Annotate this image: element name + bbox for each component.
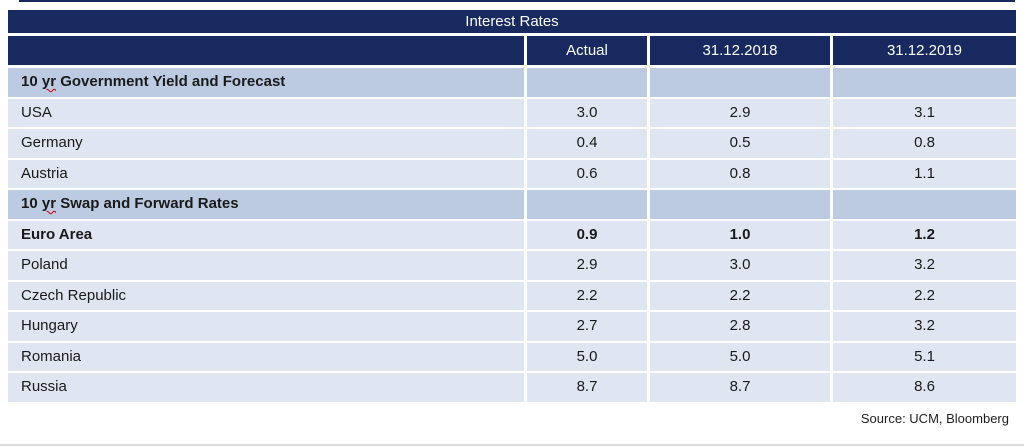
value-cell xyxy=(833,190,1016,219)
value-cell: 8.7 xyxy=(527,373,647,402)
value-cell: 5.0 xyxy=(527,342,647,371)
header-cell-actual: Actual xyxy=(527,36,647,65)
source-note: Source: UCM, Bloomberg xyxy=(860,411,1009,426)
table-row-germany: Germany 0.4 0.5 0.8 xyxy=(8,129,1016,158)
table-row-euro-area: Euro Area 0.9 1.0 1.2 xyxy=(8,220,1016,249)
value-cell: 2.7 xyxy=(527,312,647,341)
table-title: Interest Rates xyxy=(8,10,1016,33)
section-label-pre: 10 xyxy=(21,73,42,90)
table-row-czech-republic: Czech Republic 2.2 2.2 2.2 xyxy=(8,281,1016,310)
value-cell: 2.2 xyxy=(833,281,1016,310)
value-cell: 0.9 xyxy=(527,220,647,249)
row-label: Poland xyxy=(8,251,524,280)
value-cell: 8.6 xyxy=(833,373,1016,402)
section-label-pre: 10 xyxy=(21,195,42,212)
section-label-misspelled-word: yr xyxy=(41,195,57,212)
table-row-austria: Austria 0.6 0.8 1.1 xyxy=(8,159,1016,188)
table-row-hungary: Hungary 2.7 2.8 3.2 xyxy=(8,312,1016,341)
value-cell: 0.8 xyxy=(650,159,830,188)
value-cell: 0.6 xyxy=(527,159,647,188)
value-cell: 3.2 xyxy=(833,251,1016,280)
value-cell: 0.5 xyxy=(650,129,830,158)
value-cell: 0.4 xyxy=(527,129,647,158)
top-rule xyxy=(19,0,1015,2)
value-cell: 1.0 xyxy=(650,220,830,249)
value-cell: 2.2 xyxy=(527,281,647,310)
row-label: Austria xyxy=(8,159,524,188)
value-cell: 2.9 xyxy=(527,251,647,280)
value-cell: 1.1 xyxy=(833,159,1016,188)
value-cell: 3.0 xyxy=(527,98,647,127)
row-label: Czech Republic xyxy=(8,281,524,310)
section-label-misspelled-word: yr xyxy=(41,73,57,90)
header-cell-2018: 31.12.2018 xyxy=(650,36,830,65)
row-label: USA xyxy=(8,98,524,127)
section-label: 10 yr Government Yield and Forecast xyxy=(8,68,524,97)
value-cell: 5.1 xyxy=(833,342,1016,371)
row-label: Hungary xyxy=(8,312,524,341)
table-row-poland: Poland 2.9 3.0 3.2 xyxy=(8,251,1016,280)
value-cell xyxy=(650,190,830,219)
value-cell: 1.2 xyxy=(833,220,1016,249)
section-label: 10 yr Swap and Forward Rates xyxy=(8,190,524,219)
value-cell: 2.9 xyxy=(650,98,830,127)
section-row-swap-forward: 10 yr Swap and Forward Rates xyxy=(8,190,1016,219)
value-cell: 8.7 xyxy=(650,373,830,402)
header-row: Actual 31.12.2018 31.12.2019 xyxy=(8,36,1016,65)
header-cell-2019: 31.12.2019 xyxy=(833,36,1016,65)
value-cell xyxy=(527,68,647,97)
table-row-russia: Russia 8.7 8.7 8.6 xyxy=(8,373,1016,402)
value-cell: 2.2 xyxy=(650,281,830,310)
value-cell xyxy=(833,68,1016,97)
interest-rates-table: Interest Rates Actual 31.12.2018 31.12.2… xyxy=(8,10,1016,402)
section-label-post: Government Yield and Forecast xyxy=(56,73,286,90)
value-cell: 5.0 xyxy=(650,342,830,371)
row-label: Euro Area xyxy=(8,220,524,249)
section-label-post: Swap and Forward Rates xyxy=(56,195,239,212)
table-row-romania: Romania 5.0 5.0 5.1 xyxy=(8,342,1016,371)
section-row-government-yield: 10 yr Government Yield and Forecast xyxy=(8,68,1016,97)
value-cell: 2.8 xyxy=(650,312,830,341)
value-cell: 3.1 xyxy=(833,98,1016,127)
row-label: Germany xyxy=(8,129,524,158)
header-cell-empty xyxy=(8,36,524,65)
value-cell: 3.2 xyxy=(833,312,1016,341)
value-cell: 3.0 xyxy=(650,251,830,280)
bottom-rule xyxy=(0,444,1024,446)
value-cell xyxy=(650,68,830,97)
row-label: Romania xyxy=(8,342,524,371)
table-row-usa: USA 3.0 2.9 3.1 xyxy=(8,98,1016,127)
value-cell xyxy=(527,190,647,219)
table-body: 10 yr Government Yield and Forecast USA … xyxy=(8,68,1016,402)
row-label: Russia xyxy=(8,373,524,402)
value-cell: 0.8 xyxy=(833,129,1016,158)
